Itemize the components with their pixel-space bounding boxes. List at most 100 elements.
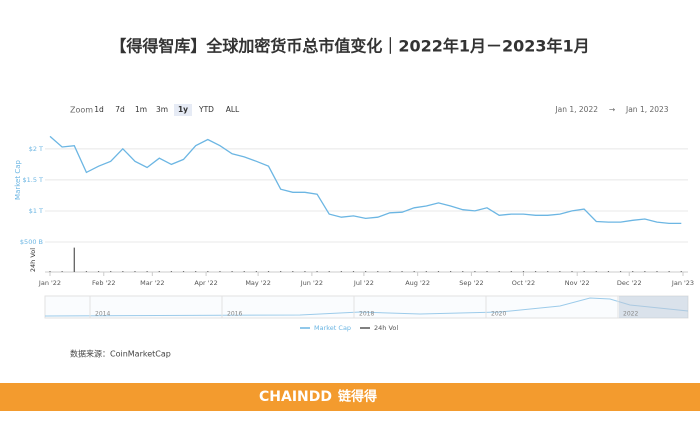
volume-bar — [413, 271, 415, 272]
volume-bar — [437, 271, 440, 272]
x-tick-label: Aug '22 — [405, 279, 430, 287]
volume-bar — [474, 271, 476, 272]
volume-bar — [304, 271, 306, 272]
volume-bar — [644, 271, 646, 272]
navigator-year: 2018 — [359, 311, 374, 318]
y-tick-label: $500 B — [20, 238, 43, 246]
x-tick-label: Nov '22 — [565, 279, 590, 287]
navigator-year: 2020 — [491, 311, 506, 318]
volume-bar — [619, 271, 622, 272]
source: 数据来源：CoinMarketCap — [70, 349, 171, 359]
volume-bar — [389, 271, 391, 272]
zoom-button[interactable]: 3m — [156, 105, 168, 114]
volume-bar — [365, 271, 367, 272]
volume-bar — [377, 271, 379, 272]
volume-bar — [328, 271, 330, 272]
zoom-button[interactable]: ALL — [226, 105, 240, 114]
y-tick-label: $1.5 T — [22, 176, 43, 184]
volume-bar — [510, 271, 512, 272]
volume-bar — [316, 271, 318, 272]
volume-bar — [498, 271, 500, 272]
volume-bar — [340, 271, 342, 272]
volume-bar — [668, 271, 670, 272]
volume-bar — [632, 271, 634, 272]
volume-bar — [401, 271, 403, 272]
x-tick-label: Apr '22 — [194, 279, 217, 287]
volume-bar — [547, 271, 549, 272]
x-tick-label: Jan '22 — [38, 279, 61, 287]
zoom-button[interactable]: 7d — [115, 105, 125, 114]
zoom-button[interactable]: 1d — [94, 105, 104, 114]
zoom-button[interactable]: YTD — [198, 105, 214, 114]
volume-bar — [534, 271, 537, 272]
volume-bar — [595, 271, 597, 272]
range-to[interactable]: Jan 1, 2023 — [625, 105, 669, 114]
zoom-button-bg — [174, 104, 192, 116]
volume-bar — [462, 271, 464, 272]
navigator-year: 2016 — [227, 311, 242, 318]
legend-label[interactable]: 24h Vol — [374, 324, 398, 332]
zoom-button[interactable]: 1m — [135, 105, 147, 114]
volume-bar — [195, 271, 197, 272]
footer-bar — [0, 383, 700, 411]
legend-label[interactable]: Market Cap — [314, 324, 351, 332]
range-arrow: → — [609, 105, 615, 114]
volume-bar — [122, 271, 124, 272]
x-tick-label: Feb '22 — [92, 279, 116, 287]
x-tick-label: Dec '22 — [617, 279, 642, 287]
footer-logo: 链得得 — [337, 389, 377, 405]
x-tick-label: Jan '23 — [671, 279, 694, 287]
volume-bar — [486, 271, 488, 272]
y2-axis-label: 24h Vol — [29, 248, 37, 272]
volume-bar — [97, 271, 100, 272]
volume-bar — [231, 271, 233, 272]
volume-bar — [73, 247, 75, 272]
volume-bar — [571, 271, 573, 272]
y-tick-label: $1 T — [29, 207, 43, 215]
y-tick-label: $2 T — [29, 145, 43, 153]
volume-bar — [522, 271, 525, 272]
volume-bar — [61, 271, 63, 272]
volume-bar — [425, 271, 427, 272]
chart-title: 【得得智库】全球加密货币总市值变化｜2022年1月－2023年1月 — [110, 37, 589, 56]
x-tick-label: May '22 — [245, 279, 271, 287]
volume-bar — [450, 271, 452, 272]
navigator-year: 2022 — [623, 311, 638, 318]
x-tick-label: Jun '22 — [300, 279, 323, 287]
volume-bar — [656, 271, 658, 272]
volume-bar — [267, 271, 270, 272]
volume-bar — [49, 271, 51, 272]
volume-bar — [146, 271, 148, 272]
volume-bar — [280, 271, 282, 272]
y-axis-label: Market Cap — [14, 159, 22, 199]
volume-bar — [680, 271, 682, 272]
volume-bar — [110, 271, 112, 272]
navigator-selection[interactable] — [619, 296, 688, 318]
volume-bar — [243, 271, 245, 272]
volume-bar — [255, 271, 257, 272]
x-tick-label: Mar '22 — [140, 279, 164, 287]
volume-bar — [352, 271, 355, 272]
series-line — [49, 135, 682, 225]
volume-bar — [583, 271, 585, 272]
x-tick-label: Oct '22 — [512, 279, 535, 287]
volume-bar — [219, 271, 221, 272]
range-from[interactable]: Jan 1, 2022 — [554, 105, 598, 114]
volume-bar — [158, 271, 160, 272]
zoom-button[interactable]: 1y — [178, 105, 188, 114]
volume-bar — [134, 271, 136, 272]
x-tick-label: Jul '22 — [353, 279, 374, 287]
volume-bar — [85, 271, 88, 272]
volume-bar — [292, 271, 294, 272]
volume-bar — [207, 271, 209, 272]
volume-bar — [559, 271, 561, 272]
zoom-label: Zoom — [70, 106, 93, 115]
volume-bar — [182, 271, 185, 272]
footer-brand: CHAINDD — [259, 389, 332, 405]
volume-bar — [170, 271, 172, 272]
navigator-year: 2014 — [95, 311, 110, 318]
x-tick-label: Sep '22 — [459, 279, 483, 287]
volume-bar — [607, 271, 610, 272]
